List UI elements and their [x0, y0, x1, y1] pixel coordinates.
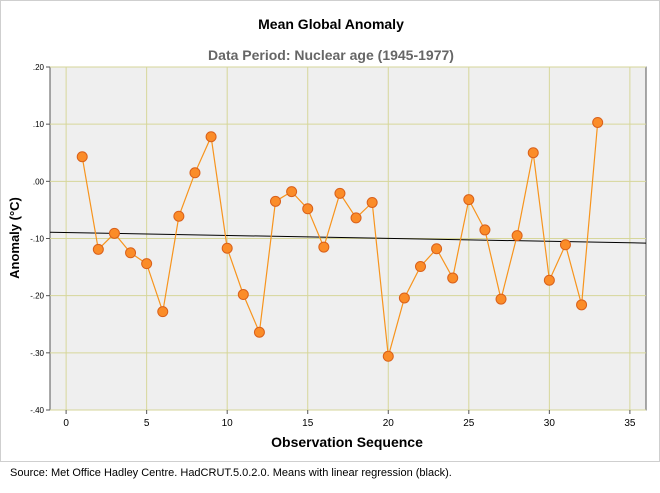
data-point[interactable]	[270, 195, 282, 207]
data-point[interactable]	[543, 274, 555, 286]
data-point[interactable]	[237, 289, 249, 301]
data-point[interactable]	[366, 196, 378, 208]
data-point[interactable]	[221, 242, 233, 254]
y-tick-label: -.20	[30, 292, 44, 301]
x-tick-label: 35	[624, 418, 636, 429]
y-tick-label: -.10	[30, 235, 44, 244]
data-point[interactable]	[141, 258, 153, 270]
data-point[interactable]	[592, 116, 604, 128]
data-point[interactable]	[125, 247, 137, 259]
data-point[interactable]	[173, 210, 185, 222]
data-point[interactable]	[511, 230, 523, 242]
data-point[interactable]	[576, 299, 588, 311]
y-tick-label: -.40	[30, 406, 44, 415]
x-tick-label: 25	[463, 418, 475, 429]
regression-line	[49, 231, 647, 244]
x-tick-label: 30	[544, 418, 556, 429]
x-tick-label: 5	[144, 418, 150, 429]
data-point[interactable]	[414, 261, 426, 273]
source-note: Source: Met Office Hadley Centre. HadCRU…	[10, 467, 452, 479]
y-tick-label: -.30	[30, 349, 44, 358]
y-tick-label: .20	[33, 63, 45, 72]
chart: Mean Global Anomaly Data Period: Nuclear…	[7, 16, 647, 450]
data-point[interactable]	[334, 187, 346, 199]
data-point[interactable]	[559, 239, 571, 251]
y-tick-label: .10	[33, 120, 45, 129]
data-point[interactable]	[479, 224, 491, 236]
data-point[interactable]	[431, 243, 443, 255]
x-tick-label: 15	[302, 418, 314, 429]
data-point[interactable]	[157, 306, 169, 318]
x-tick-label: 0	[63, 418, 69, 429]
data-point[interactable]	[398, 292, 410, 304]
data-point[interactable]	[350, 212, 362, 224]
data-point[interactable]	[253, 326, 265, 338]
axis-ticks: 0 5 10 15 20 25 30 35 .20 .10 .00 -.10 -.20 -.30 -.40	[30, 63, 636, 429]
x-tick-label: 20	[383, 418, 395, 429]
data-point[interactable]	[108, 227, 120, 239]
grid	[50, 66, 646, 411]
series-layer	[49, 116, 647, 362]
data-point[interactable]	[286, 186, 298, 198]
chart-title: Mean Global Anomaly	[258, 16, 404, 32]
data-point[interactable]	[527, 147, 539, 159]
x-axis-label: Observation Sequence	[271, 434, 423, 450]
x-tick-label: 10	[222, 418, 234, 429]
y-axis-label: Anomaly (°C)	[7, 197, 22, 279]
data-point[interactable]	[92, 243, 104, 255]
data-point[interactable]	[382, 350, 394, 362]
chart-subtitle: Data Period: Nuclear age (1945-1977)	[208, 47, 454, 63]
data-point[interactable]	[189, 167, 201, 179]
data-point[interactable]	[318, 241, 330, 253]
data-point[interactable]	[205, 131, 217, 143]
data-point[interactable]	[495, 293, 507, 305]
data-point[interactable]	[463, 194, 475, 206]
data-point[interactable]	[76, 151, 88, 163]
chart-frame: Mean Global Anomaly Data Period: Nuclear…	[0, 0, 660, 462]
y-tick-label: .00	[33, 177, 45, 186]
data-point[interactable]	[302, 203, 314, 215]
data-point[interactable]	[447, 272, 459, 284]
